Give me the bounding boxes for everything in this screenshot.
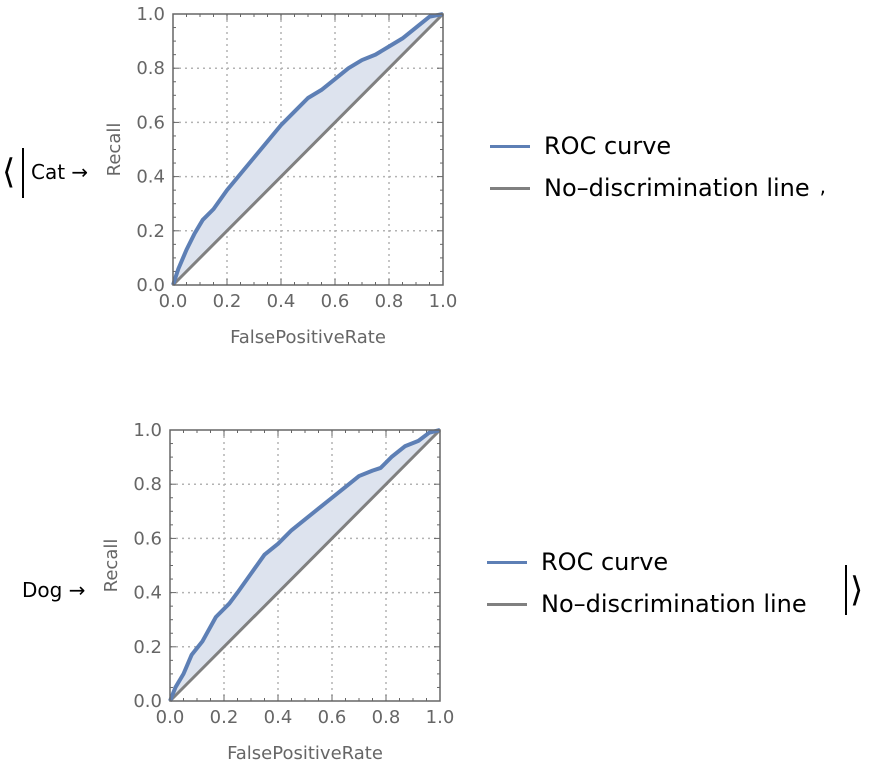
legend-swatch-diag (487, 602, 527, 606)
y-tick-label: 0.6 (133, 528, 162, 549)
no-discrimination-line (168, 428, 442, 703)
legend-swatch-roc (487, 560, 527, 564)
key-label: Cat (31, 160, 66, 184)
legend-item-diag: No–discrimination line, (490, 174, 826, 202)
x-tick-label: 0.0 (156, 707, 185, 728)
x-tick-label: 0.8 (372, 707, 401, 728)
y-tick-label: 1.0 (133, 420, 162, 441)
x-axis-label: FalsePositiveRate (227, 743, 383, 764)
x-tick-label: 1.0 (426, 707, 455, 728)
y-tick-label: 0.8 (136, 58, 165, 79)
key-cat: Cat → (31, 160, 88, 184)
no-discrimination-line (171, 12, 445, 287)
roc-plot-dog: 0.0 0.2 0.4 0.6 0.8 1.0 0.0 0.2 0.4 0.6 0.8 1.0 Fals… (101, 420, 455, 764)
bracket-bar (22, 148, 24, 198)
y-tick-label: 0.6 (136, 112, 165, 133)
roc-curve (171, 12, 444, 286)
association-open-bracket: ⟨ (2, 152, 16, 192)
legend-dog: ROC curve No–discrimination line (487, 548, 807, 618)
y-tick-label: 0.8 (133, 474, 162, 495)
plot-frame (169, 429, 441, 702)
x-tick-label: 0.6 (321, 291, 350, 312)
x-tick-label: 0.4 (264, 707, 293, 728)
legend-swatch-diag (490, 186, 530, 190)
x-axis-label: FalsePositiveRate (230, 327, 386, 348)
legend-item-diag: No–discrimination line (487, 590, 807, 618)
y-axis-label: Recall (101, 539, 122, 593)
association-close-bracket: ⟩ (850, 570, 864, 610)
y-tick-label: 0.2 (133, 637, 162, 658)
y-axis-label: Recall (104, 123, 125, 177)
arrow: → (71, 160, 89, 184)
x-tick-label: 0.0 (159, 291, 188, 312)
plot-frame (172, 13, 444, 286)
x-tick-label: 0.2 (210, 707, 239, 728)
bracket-bar (845, 565, 847, 615)
y-tick-label: 0.4 (133, 583, 162, 604)
legend-label: ROC curve (544, 132, 672, 160)
legend-label: No–discrimination line (544, 174, 810, 202)
roc-plot-cat: 0.0 0.2 0.4 0.6 0.8 1.0 0.0 0.2 0.4 0.6 0.8 1.0 Fals… (104, 4, 458, 348)
key-label: Dog (22, 578, 63, 602)
y-tick-label: 0.2 (136, 221, 165, 242)
x-tick-label: 0.4 (267, 291, 296, 312)
legend-item-roc: ROC curve (490, 132, 826, 160)
x-tick-label: 1.0 (429, 291, 458, 312)
legend-cat: ROC curve No–discrimination line, (490, 132, 826, 202)
arrow: → (68, 578, 86, 602)
y-tick-label: 0.0 (133, 691, 162, 712)
x-tick-label: 0.6 (318, 707, 347, 728)
y-tick-label: 1.0 (136, 4, 165, 25)
legend-item-roc: ROC curve (487, 548, 807, 576)
y-tick-label: 0.4 (136, 167, 165, 188)
x-tick-label: 0.2 (213, 291, 242, 312)
y-tick-label: 0.0 (136, 275, 165, 296)
x-tick-label: 0.8 (375, 291, 404, 312)
roc-curve (168, 428, 441, 702)
legend-label: ROC curve (541, 548, 669, 576)
legend-label: No–discrimination line (541, 590, 807, 618)
key-dog: Dog → (22, 578, 85, 602)
legend-swatch-roc (490, 144, 530, 148)
separator-comma: , (819, 174, 827, 198)
